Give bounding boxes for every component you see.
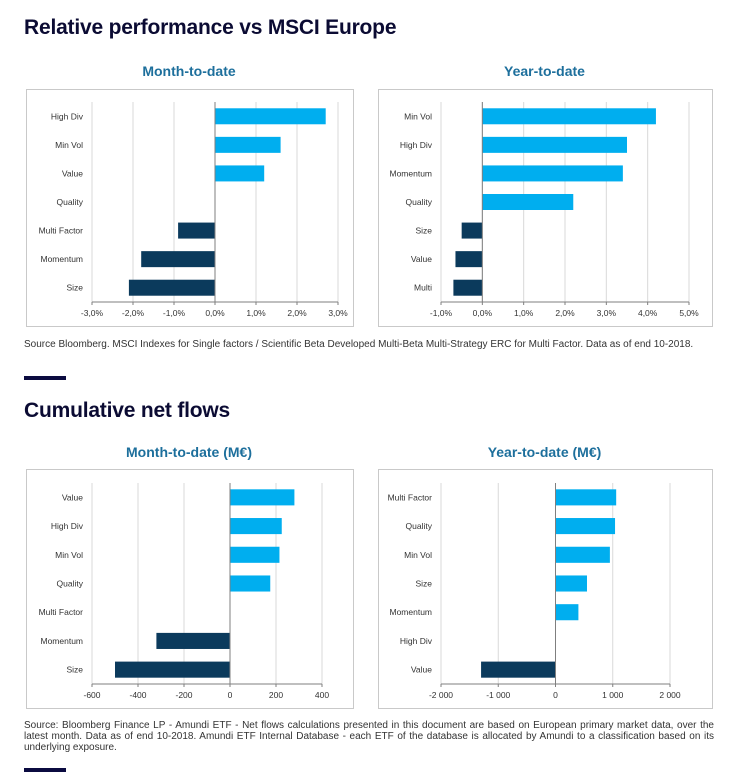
chart-svg-flows-mtd: -600 -400 -200 0 200 400 Value High Div Min Vol Q… [39,483,329,700]
x-tick-label: -3,0% [81,308,104,318]
source-note-performance: Source Bloomberg. MSCI Indexes for Singl… [24,339,694,350]
x-tick-label: -200 [175,690,192,700]
bar-quality [482,194,574,210]
x-tick-label: 200 [269,690,283,700]
category-label: Min Vol [404,111,432,121]
bar-multi-factor [555,489,617,506]
category-label: Multi Factor [39,607,84,617]
category-label: Multi Factor [388,492,433,502]
category-label: Size [66,665,83,675]
category-label: Min Vol [55,140,83,150]
x-tick-label: 0,0% [473,308,493,318]
chart-panel-flows-mtd: -600 -400 -200 0 200 400 Value High Div Min Vol Q… [26,469,354,709]
x-tick-label: 3,0% [328,308,348,318]
source-note-flows: Source: Bloomberg Finance LP - Amundi ET… [24,720,714,753]
bar-min-vol [230,546,280,563]
bar-momentum [141,251,215,268]
x-tick-label: -1,0% [430,308,453,318]
bar-value [481,661,556,678]
chart-panel-flows-ytd: -2 000 -1 000 0 1 000 2 000 Multi Factor Quali… [378,469,713,709]
category-label: Size [66,283,83,293]
bar-multi [453,279,483,296]
bar-momentum [156,632,230,649]
category-label: High Div [51,111,84,121]
category-label: Quality [406,521,433,531]
x-tick-label: 1 000 [602,690,624,700]
category-label: Value [62,168,83,178]
x-tick-label: -1,0% [163,308,186,318]
bar-momentum [482,165,623,182]
section-divider [24,768,66,772]
category-label: High Div [400,636,433,646]
bar-high-div [215,108,326,125]
x-tick-label: -400 [129,690,146,700]
category-label: Quality [57,579,84,589]
x-tick-label: -2 000 [429,690,453,700]
bar-value [455,251,483,268]
category-label: High Div [400,140,433,150]
x-tick-label: 2,0% [555,308,575,318]
bar-min-vol [482,108,656,125]
bar-size [461,222,483,239]
category-label: Size [415,579,432,589]
bar-quality [230,575,271,592]
chart-svg-flows-ytd: -2 000 -1 000 0 1 000 2 000 Multi Factor Quali… [388,483,681,700]
chart-title-perf-ytd: Year-to-date [504,63,585,79]
x-tick-label: 5,0% [679,308,699,318]
bar-quality [555,518,616,535]
x-tick-label: 0 [553,690,558,700]
x-tick-label: 2 000 [659,690,681,700]
bar-min-vol [215,136,281,153]
section-title-flows: Cumulative net flows [24,399,231,422]
bar-high-div [230,518,282,535]
category-label: Momentum [389,168,432,178]
bar-value [215,165,265,182]
bar-size [115,661,230,678]
chart-panel-perf-mtd: -3,0% -2,0% -1,0% 0,0% 1,0% 2,0% 3,0% High Div M… [26,89,354,327]
chart-svg-perf-mtd: -3,0% -2,0% -1,0% 0,0% 1,0% 2,0% 3,0% High Div M… [39,102,348,318]
chart-panel-perf-ytd: -1,0% 0,0% 1,0% 2,0% 3,0% 4,0% 5,0% Min Vol High… [378,89,713,327]
category-label: Multi Factor [39,226,84,236]
x-tick-label: 1,0% [514,308,534,318]
bar-size [555,575,587,592]
bar-multi-factor [178,222,215,239]
x-tick-label: -600 [83,690,100,700]
bar-momentum [555,604,579,621]
x-tick-label: -2,0% [122,308,145,318]
x-tick-label: 3,0% [597,308,617,318]
section-title-performance: Relative performance vs MSCI Europe [24,16,397,39]
section-divider [24,376,66,380]
category-label: Size [415,226,432,236]
x-tick-label: 2,0% [287,308,307,318]
category-label: Min Vol [55,550,83,560]
x-tick-label: 0,0% [205,308,225,318]
bar-value [230,489,295,506]
x-tick-label: 400 [315,690,329,700]
category-label: Momentum [40,636,83,646]
chart-title-flows-ytd: Year-to-date (M€) [487,444,602,460]
x-tick-label: -1 000 [486,690,510,700]
category-label: Value [411,254,432,264]
bar-size [128,279,215,296]
category-label: Value [411,665,432,675]
bar-min-vol [555,546,610,563]
category-label: High Div [51,521,84,531]
x-tick-label: 1,0% [246,308,266,318]
category-label: Momentum [389,607,432,617]
category-label: Min Vol [404,550,432,560]
category-label: Momentum [40,254,83,264]
category-label: Multi [414,283,432,293]
chart-svg-perf-ytd: -1,0% 0,0% 1,0% 2,0% 3,0% 4,0% 5,0% Min Vol High… [389,102,699,318]
category-label: Quality [57,197,84,207]
x-tick-label: 0 [228,690,233,700]
category-label: Value [62,492,83,502]
chart-title-perf-mtd: Month-to-date [142,63,236,79]
x-tick-label: 4,0% [638,308,658,318]
chart-title-flows-mtd: Month-to-date (M€) [126,444,252,460]
bar-high-div [482,136,627,153]
category-label: Quality [406,197,433,207]
